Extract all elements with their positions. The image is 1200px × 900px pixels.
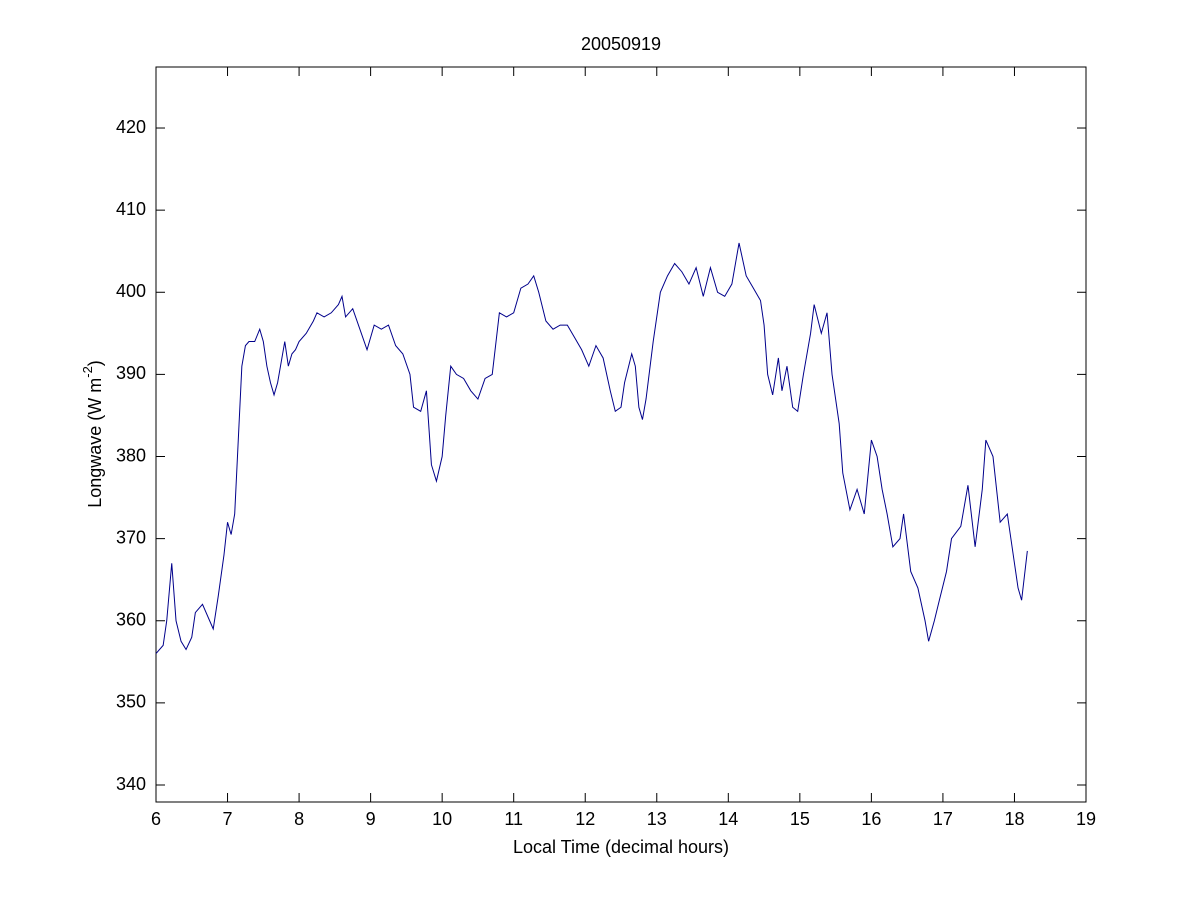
x-tick-label: 17 xyxy=(933,809,953,829)
x-tick-label: 14 xyxy=(718,809,738,829)
x-tick-label: 13 xyxy=(647,809,667,829)
x-tick-label: 8 xyxy=(294,809,304,829)
x-tick-label: 6 xyxy=(151,809,161,829)
data-line xyxy=(155,242,1028,654)
y-tick-label: 410 xyxy=(116,199,146,219)
x-tick-label: 9 xyxy=(366,809,376,829)
y-axis-label: Longwave (W m-2) xyxy=(80,360,104,508)
x-tick-label: 16 xyxy=(861,809,881,829)
x-axis-label: Local Time (decimal hours) xyxy=(513,837,729,857)
y-tick-label: 400 xyxy=(116,281,146,301)
y-axis-label-suffix: ) xyxy=(85,360,105,366)
y-tick-label: 350 xyxy=(116,692,146,712)
y-axis-label-superscript: -2 xyxy=(80,366,95,378)
x-tick-label: 10 xyxy=(432,809,452,829)
y-tick-label: 360 xyxy=(116,610,146,630)
x-tick-label: 15 xyxy=(790,809,810,829)
plot-area xyxy=(155,66,1087,803)
y-tick-label: 390 xyxy=(116,363,146,383)
x-tick-label: 12 xyxy=(575,809,595,829)
y-tick-label: 380 xyxy=(116,445,146,465)
x-tick-label: 18 xyxy=(1004,809,1024,829)
chart-title: 20050919 xyxy=(581,34,661,54)
y-axis-label-text: Longwave (W m xyxy=(85,378,105,508)
y-tick-label: 420 xyxy=(116,117,146,137)
y-tick-label: 340 xyxy=(116,774,146,794)
x-tick-label: 11 xyxy=(504,809,523,829)
x-tick-label: 7 xyxy=(223,809,233,829)
x-tick-label: 19 xyxy=(1076,809,1096,829)
y-tick-label: 370 xyxy=(116,527,146,547)
